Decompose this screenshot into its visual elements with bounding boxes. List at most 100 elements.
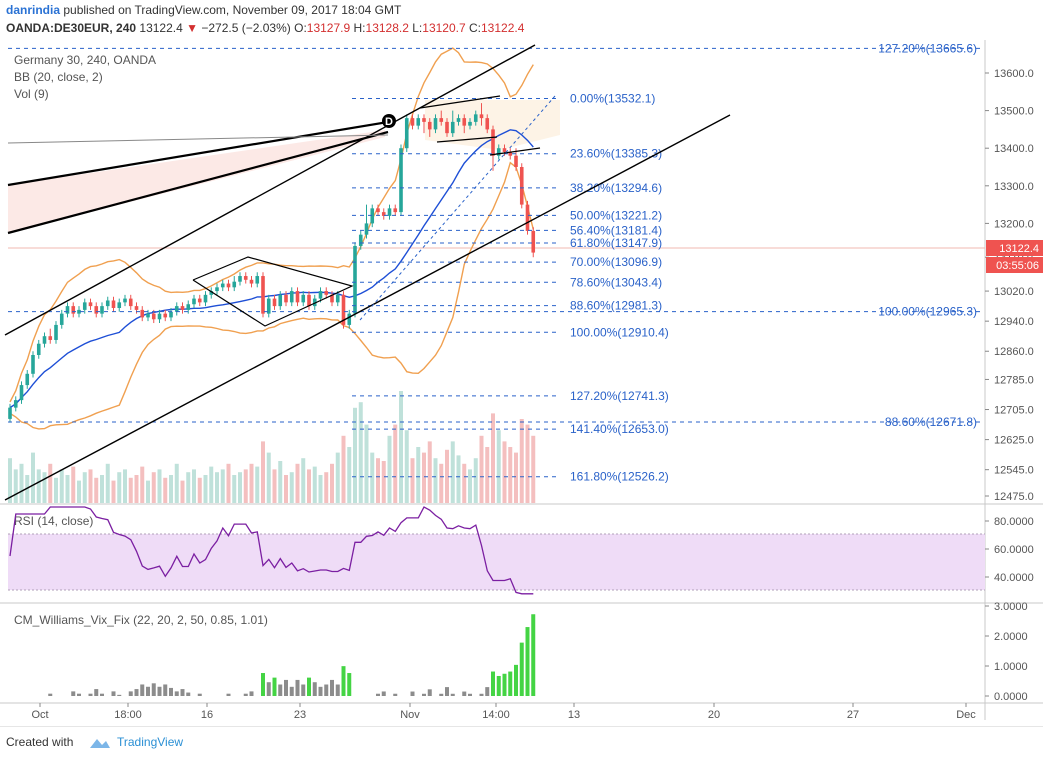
candle-body <box>445 121 449 134</box>
vix-bar <box>479 693 484 696</box>
candle-body <box>8 407 12 419</box>
vix-bar <box>261 673 265 696</box>
candle-body <box>272 298 277 307</box>
low-value: 13120.7 <box>422 21 466 35</box>
volume-bar <box>468 469 472 503</box>
candle-body <box>77 309 81 314</box>
candle-body <box>312 298 317 307</box>
candle-body <box>531 230 536 253</box>
chart-header: danrindia published on TradingView.com, … <box>0 0 1043 40</box>
fib-level-label: 141.40%(12653.0) <box>570 422 669 436</box>
publish-line: danrindia published on TradingView.com, … <box>6 3 401 17</box>
candle-body <box>163 313 168 318</box>
vix-bar <box>330 679 334 696</box>
price-tick-label: 13200.0 <box>994 218 1034 230</box>
volume-bar <box>117 472 122 503</box>
rsi-tick-label: 40.0000 <box>994 572 1034 584</box>
volume-bar <box>65 475 70 503</box>
candle-body <box>462 118 467 126</box>
fib-level-label: 61.80%(13147.9) <box>570 236 662 250</box>
volume-bar <box>341 435 346 503</box>
volume-bar <box>243 469 248 503</box>
candle-body <box>278 294 283 307</box>
candle-body <box>473 114 478 122</box>
volume-bar <box>531 435 536 503</box>
volume-bar <box>381 461 386 503</box>
volume-bar <box>393 424 398 503</box>
price-tick-label: 12625.0 <box>994 435 1034 447</box>
vix-bar <box>450 693 455 696</box>
candle-body <box>502 148 507 152</box>
time-tick-label: 18:00 <box>114 709 142 720</box>
price-tick-label: 12545.0 <box>994 465 1034 477</box>
candle-body <box>88 302 93 307</box>
vix-bar <box>197 693 202 696</box>
candle-body <box>134 306 139 310</box>
high-value: 13128.2 <box>365 21 409 35</box>
volume-bar <box>59 469 64 503</box>
volume-bar <box>399 391 403 503</box>
fib-level-label: 0.00%(13532.1) <box>570 92 655 106</box>
price-tick-label: 13400.0 <box>994 143 1034 155</box>
candle-body <box>111 300 116 308</box>
candle-body <box>261 276 265 314</box>
volume-bar <box>134 475 139 503</box>
open-label: O: <box>294 21 307 35</box>
candle-body <box>307 294 311 307</box>
volume-bar <box>71 466 76 503</box>
candle-body <box>105 300 110 307</box>
volume-bar <box>203 475 208 503</box>
candle-body <box>203 294 208 303</box>
volume-bar <box>186 472 191 503</box>
vix-bar <box>100 693 104 696</box>
candle-body <box>491 129 495 156</box>
vix-bar <box>128 691 133 696</box>
candle-body <box>151 313 156 320</box>
candle-body <box>186 304 191 310</box>
candle-body <box>284 294 288 303</box>
vix-bar <box>88 693 93 696</box>
vix-bar <box>341 666 346 696</box>
candle-body <box>439 118 444 122</box>
volume-bar <box>197 477 202 503</box>
candle-body <box>301 294 306 303</box>
candle-body <box>404 118 409 149</box>
publish-info: published on TradingView.com, November 0… <box>63 3 402 17</box>
volume-bar <box>169 475 173 503</box>
vix-bar <box>140 684 145 696</box>
author-name[interactable]: danrindia <box>6 3 61 17</box>
chart-area[interactable]: 0.00%(13532.1) 23.60%(13385.3) 38.20%(1329… <box>0 40 1043 720</box>
volume-bar <box>485 447 490 503</box>
vix-bar <box>111 691 116 696</box>
volume-bar <box>301 458 306 503</box>
fib-level-label: 88.60%(12981.3) <box>570 299 662 313</box>
fib-level-label: 23.60%(13385.3) <box>570 147 662 161</box>
volume-bar <box>445 449 449 503</box>
tradingview-link[interactable]: TradingView <box>117 735 184 749</box>
volume-bar <box>295 463 300 503</box>
rsi-line <box>9 506 534 595</box>
volume-bar <box>353 407 357 503</box>
vix-bar <box>496 675 501 696</box>
vix-bar <box>226 693 231 696</box>
volume-bar <box>416 447 421 503</box>
volume-bar <box>31 452 35 503</box>
candle-body <box>169 311 173 318</box>
time-tick-label: 27 <box>847 709 859 720</box>
vix-bar <box>151 683 156 696</box>
candle-body <box>232 281 237 288</box>
candle-body <box>393 208 398 213</box>
candle-body <box>347 313 352 325</box>
rsi-tick-label: 60.0000 <box>994 544 1034 556</box>
candle-body <box>48 336 53 340</box>
volume-bar <box>376 458 380 503</box>
fib-level-label: 38.20%(13294.6) <box>570 181 662 195</box>
time-tick-label: 23 <box>294 709 306 720</box>
candle-body <box>215 287 219 292</box>
volume-bar <box>140 466 145 503</box>
candle-body <box>358 234 363 246</box>
price-change: −272.5 (−2.03%) <box>201 21 291 35</box>
volume-bar <box>519 419 524 503</box>
vix-bar <box>318 686 323 696</box>
volume-bar <box>111 480 116 503</box>
